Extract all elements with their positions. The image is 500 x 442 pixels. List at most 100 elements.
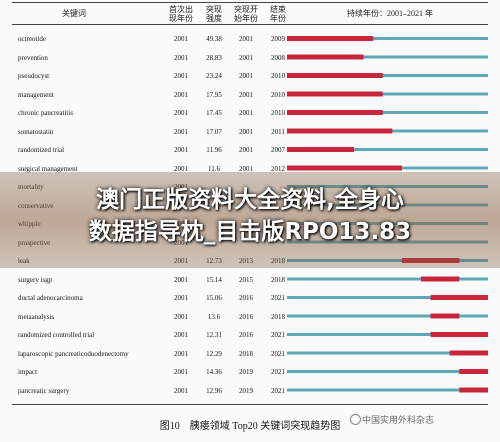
row-strength: 15.14 <box>206 275 222 284</box>
timeline-base <box>287 74 488 77</box>
row-strength: 11.6 <box>208 164 220 173</box>
row-end-year: 2010 <box>271 109 285 117</box>
row-end-year: 2010 <box>271 72 285 80</box>
row-first-year: 2001 <box>174 331 188 339</box>
row-begin-year: 2001 <box>239 53 253 62</box>
row-end-year: 2021 <box>271 368 285 376</box>
timeline-base <box>287 37 488 40</box>
row-begin-year: 2001 <box>239 35 253 43</box>
row-begin-year: 2018 <box>239 349 253 358</box>
header-begin: 突现开 始年份 <box>229 5 263 23</box>
row-first-year: 2001 <box>174 146 188 154</box>
row-end-year: 2008 <box>271 53 285 62</box>
header-begin-line1: 突现开 <box>234 5 258 14</box>
row-strength: 12.31 <box>206 331 222 339</box>
row-end-year: 2021 <box>271 349 285 358</box>
burst-segment <box>287 147 354 152</box>
header-keyword: 关键词 <box>62 9 86 18</box>
row-strength: 17.07 <box>206 127 222 136</box>
row-keyword: impact <box>18 368 38 376</box>
burst-segment <box>421 276 460 282</box>
timeline-base <box>287 111 488 114</box>
row-begin-year: 2015 <box>239 275 253 284</box>
burst-segment <box>287 54 364 60</box>
row-keyword: randomized controlled trial <box>18 331 95 339</box>
top-rule <box>12 2 488 3</box>
header-end-line1: 结束 <box>270 5 286 14</box>
row-end-year: 2010 <box>271 90 285 99</box>
header-first-year-line2: 现年份 <box>169 14 193 23</box>
row-begin-year: 2001 <box>239 90 253 99</box>
row-keyword: chronic pancreatitis <box>18 109 74 117</box>
timeline-base <box>287 148 488 151</box>
row-strength: 13.6 <box>207 312 221 321</box>
row-begin-year: 2001 <box>239 109 253 117</box>
row-end-year: 2011 <box>271 127 285 136</box>
burst-segment <box>287 128 393 134</box>
row-begin-year: 2016 <box>239 312 253 321</box>
row-strength: 17.45 <box>206 109 222 117</box>
header-end: 结束 年份 <box>263 5 293 23</box>
row-keyword: management <box>18 90 54 99</box>
row-keyword: somatostatin <box>18 127 54 136</box>
row-strength: 23.24 <box>206 72 222 80</box>
figure-caption: 图10 胰瘘领域 Top20 关键词突现趋势图 <box>159 421 341 432</box>
row-first-year: 2001 <box>174 275 188 284</box>
row-strength: 17.95 <box>206 90 222 99</box>
overlay-banner-text: 澳门正版资料大全资料,全身心 数据指导枕_目击版RPO13.83 <box>0 184 500 248</box>
row-strength: 12.29 <box>206 349 222 358</box>
row-keyword: pancreatic surgery <box>18 386 70 395</box>
row-end-year: 2018 <box>271 312 285 321</box>
overlay-banner-line1: 澳门正版资料大全资料,全身心 <box>96 187 404 213</box>
header-strength-line2: 强度 <box>206 14 222 23</box>
row-first-year: 2001 <box>174 164 188 173</box>
row-begin-year: 2019 <box>239 368 253 376</box>
row-first-year: 2001 <box>174 90 188 99</box>
row-keyword: surgical management <box>18 164 78 173</box>
row-first-year: 2001 <box>174 72 188 80</box>
row-begin-year: 2001 <box>239 164 253 173</box>
burst-segment <box>287 91 383 97</box>
overlay-banner <box>0 172 500 268</box>
row-keyword: prevention <box>18 53 48 62</box>
header-timeline: 持续年份：2001–2021 年 <box>347 9 433 18</box>
row-strength: 49.38 <box>206 35 222 43</box>
burst-segment <box>430 332 488 337</box>
row-begin-year: 2001 <box>239 127 253 136</box>
row-keyword: octreotide <box>18 35 46 43</box>
header-first-year: 首次出 现年份 <box>166 5 196 23</box>
row-end-year: 2009 <box>271 35 285 43</box>
row-end-year: 2021 <box>271 294 285 302</box>
row-strength: 14.36 <box>206 368 222 376</box>
watermark-text: 中国实用外科杂志 <box>362 416 435 426</box>
header-first-year-line1: 首次出 <box>169 5 193 14</box>
burst-segment <box>287 110 383 115</box>
timeline-base <box>287 333 488 336</box>
row-end-year: 2021 <box>271 331 285 339</box>
row-keyword: ductal adenocarcinoma <box>18 294 83 302</box>
burst-segment <box>287 36 374 41</box>
bottom-rule <box>12 404 488 405</box>
row-strength: 11.96 <box>206 146 222 154</box>
header-begin-line2: 始年份 <box>234 14 258 23</box>
timeline-base <box>287 296 488 299</box>
timeline-base <box>287 351 488 355</box>
row-end-year: 2007 <box>271 146 285 154</box>
burst-segment <box>430 295 488 300</box>
overlay-banner-line2: 数据指导枕_目击版RPO13.83 <box>88 219 412 245</box>
row-first-year: 2001 <box>174 349 188 358</box>
row-first-year: 2001 <box>174 312 188 321</box>
row-begin-year: 2016 <box>239 331 253 339</box>
burst-segment <box>459 369 488 374</box>
row-keyword: surgery isgp <box>18 275 53 284</box>
row-begin-year: 2001 <box>239 72 253 80</box>
timeline-base <box>287 277 488 281</box>
timeline-base <box>287 55 488 59</box>
row-first-year: 2001 <box>174 386 188 395</box>
row-first-year: 2001 <box>174 109 188 117</box>
row-end-year: 2012 <box>271 164 285 173</box>
burst-segment <box>459 387 488 393</box>
row-first-year: 2001 <box>174 35 188 43</box>
header-strength-line1: 突现 <box>206 5 222 14</box>
